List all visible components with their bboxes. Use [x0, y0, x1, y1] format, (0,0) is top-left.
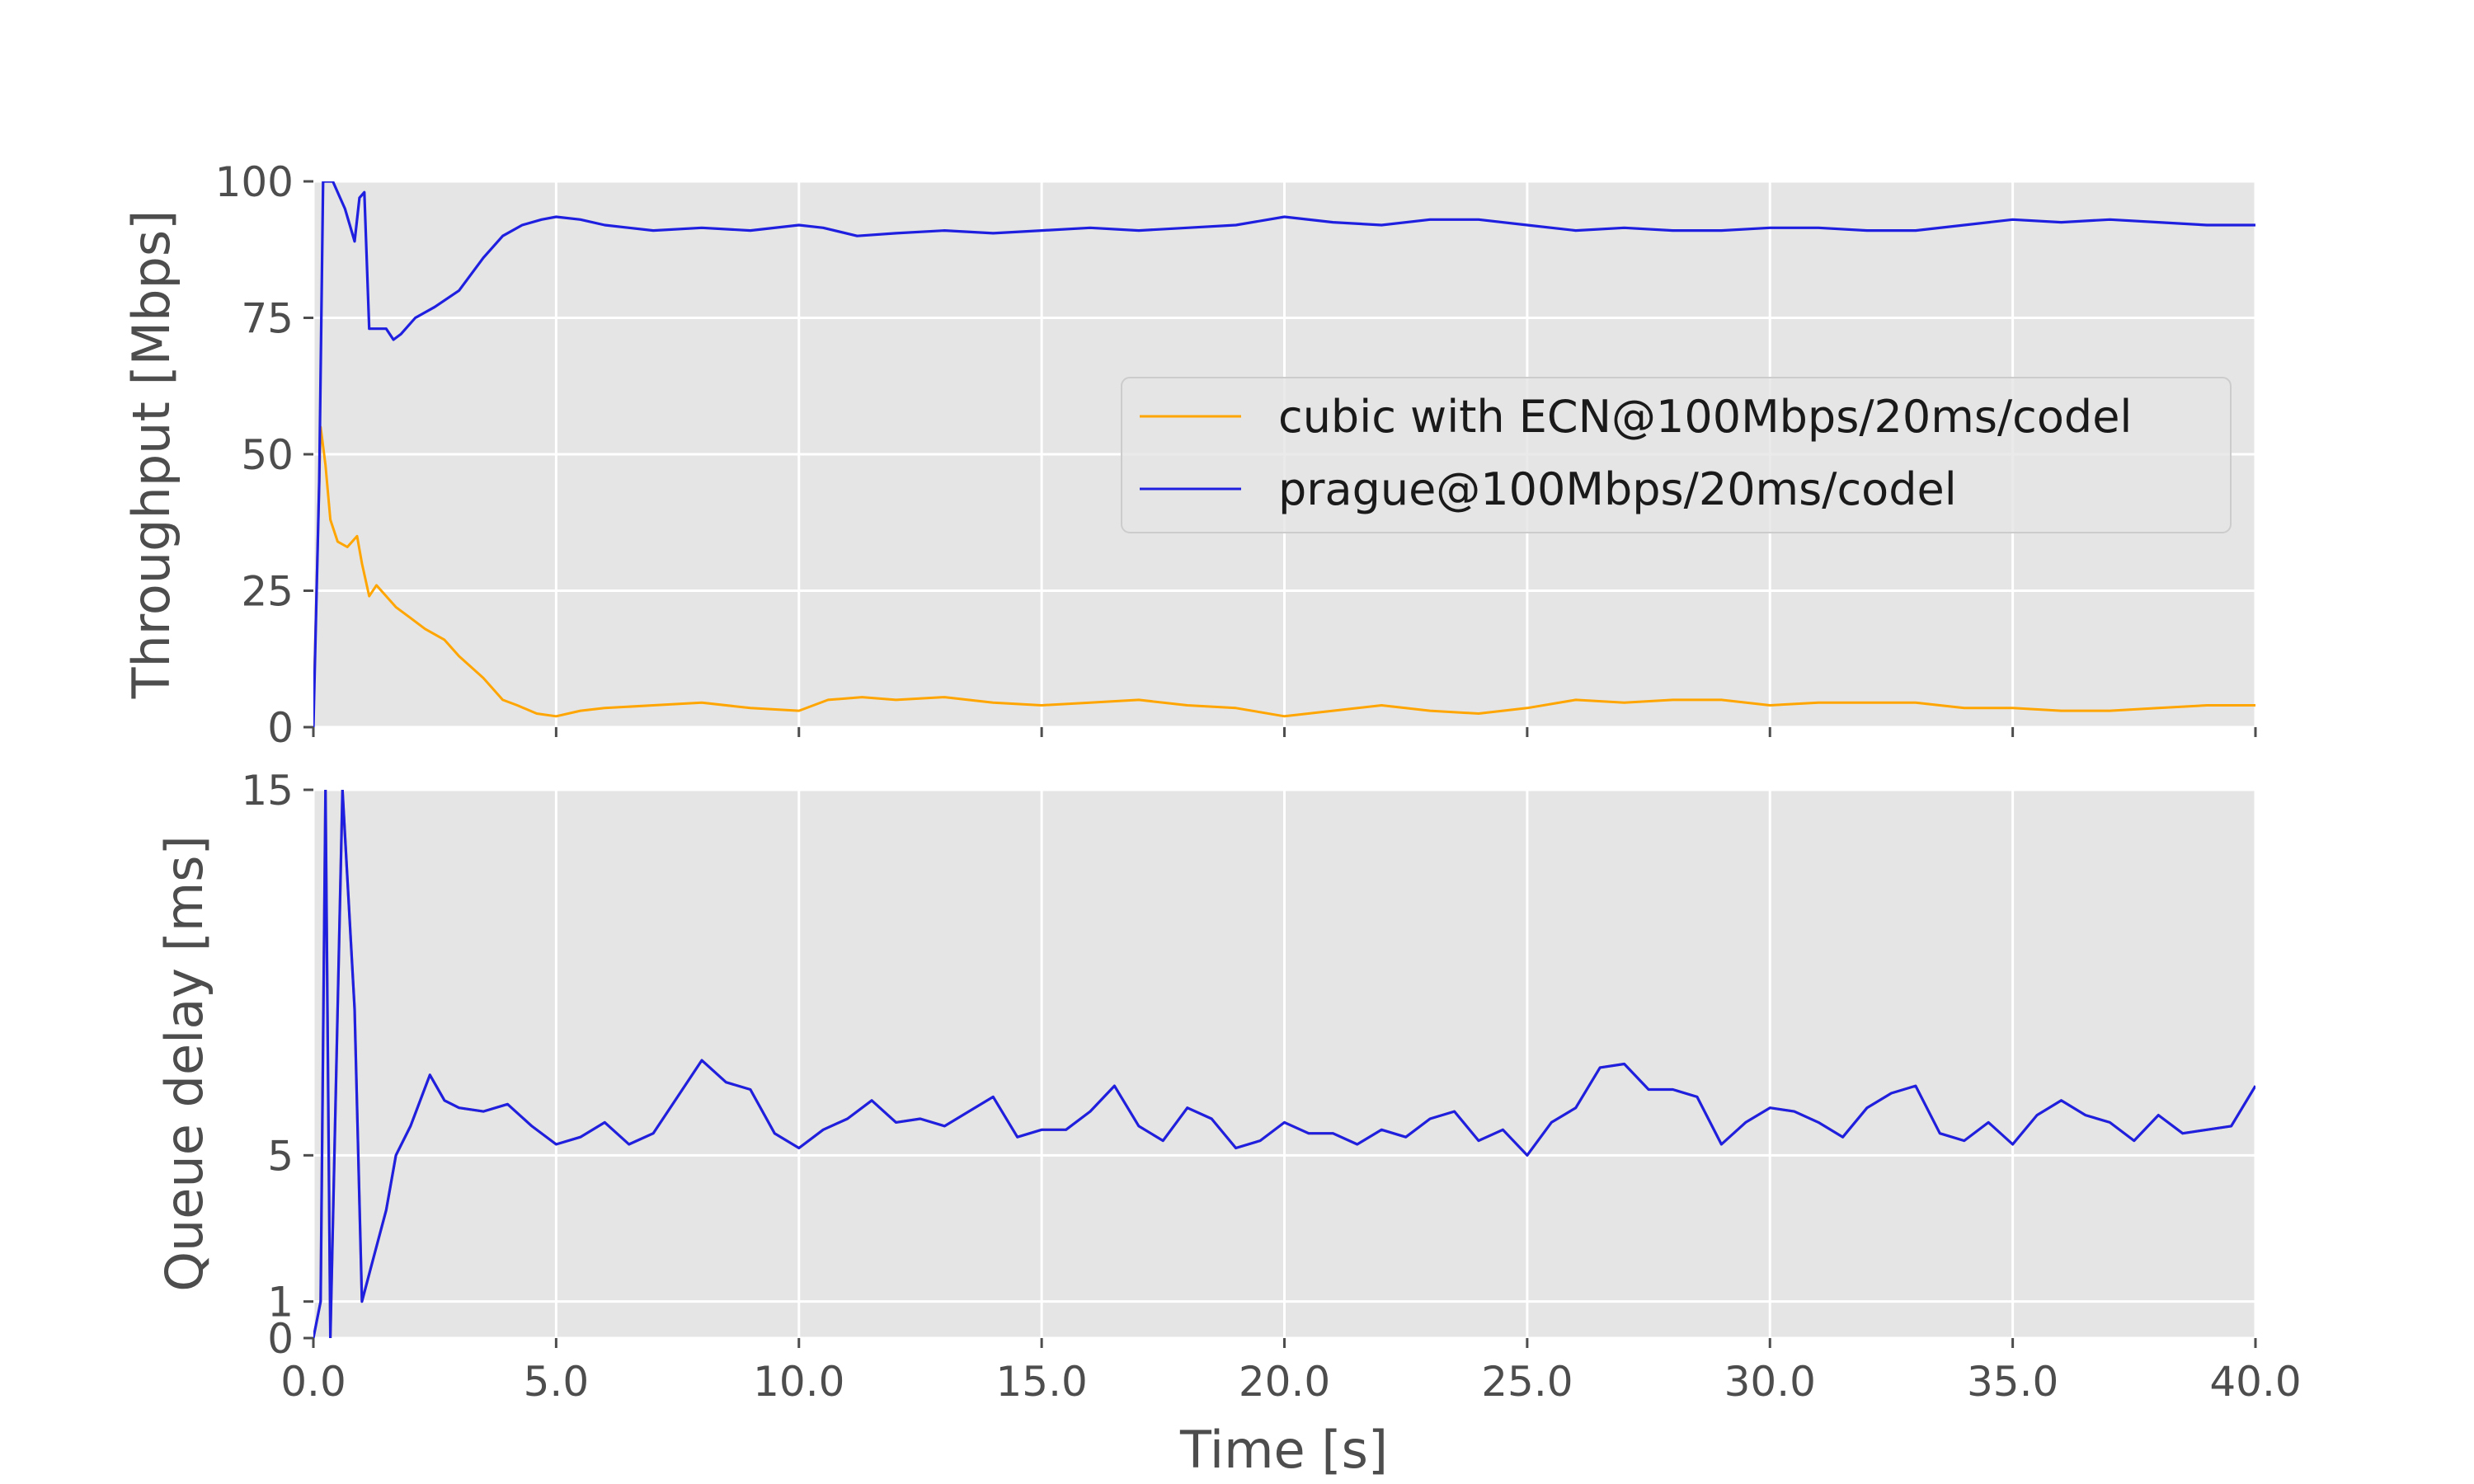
throughput-series — [313, 181, 2255, 727]
throughput-y-tick-label: 50 — [241, 431, 294, 479]
legend-label-cubic: cubic with ECN@100Mbps/20ms/codel — [1278, 391, 2132, 443]
queue-delay-x-tick-label: 40.0 — [2209, 1358, 2301, 1406]
queue-delay-y-tick-label: 5 — [267, 1132, 294, 1180]
queue-delay-x-tick-label: 20.0 — [1239, 1358, 1330, 1406]
legend-box — [1121, 377, 2232, 533]
queue-delay-y-tick-label: 1 — [267, 1279, 294, 1327]
throughput-y-tick-label: 75 — [241, 295, 294, 343]
queue-delay-y-tick-label: 0 — [267, 1315, 294, 1363]
queue-delay-x-tick-label: 25.0 — [1481, 1358, 1573, 1406]
queue-delay-grid-x — [312, 790, 2257, 1338]
queue-delay-series-prague-line — [313, 790, 2255, 1338]
legend: cubic with ECN@100Mbps/20ms/codel prague… — [1121, 377, 2232, 533]
x-axis-label: Time [s] — [1179, 1420, 1388, 1480]
queue-delay-x-tick-label: 15.0 — [995, 1358, 1087, 1406]
throughput-y-tick-label: 25 — [241, 568, 294, 616]
queue-delay-panel: 0.0 5.0 10.0 15.0 20.0 25.0 30.0 35.0 40.0 01515… — [154, 767, 2302, 1480]
throughput-y-tick-label: 0 — [267, 704, 294, 752]
queue-delay-x-tick-label: 30.0 — [1724, 1358, 1816, 1406]
throughput-series-cubic-line — [313, 425, 2255, 718]
throughput-x-ticks — [312, 727, 2257, 737]
queue-delay-x-tick-label: 35.0 — [1967, 1358, 2058, 1406]
throughput-series-prague-line — [313, 181, 2255, 727]
queue-delay-y-tick-label: 15 — [241, 767, 294, 815]
queue-delay-x-tick-label: 10.0 — [753, 1358, 844, 1406]
queue-delay-x-ticks: 0.0 5.0 10.0 15.0 20.0 25.0 30.0 35.0 40.0 — [280, 1338, 2302, 1406]
legend-label-prague: prague@100Mbps/20ms/codel — [1278, 463, 1957, 515]
throughput-y-axis-label: Throughput [Mbps] — [121, 210, 181, 700]
queue-delay-x-tick-label: 0.0 — [280, 1358, 346, 1406]
queue-delay-y-axis-label: Queue delay [ms] — [154, 835, 214, 1292]
throughput-y-ticks: 0 25 50 75 100 — [215, 158, 313, 752]
queue-delay-series — [313, 790, 2255, 1338]
queue-delay-x-tick-label: 5.0 — [524, 1358, 590, 1406]
throughput-y-tick-label: 100 — [215, 158, 294, 206]
